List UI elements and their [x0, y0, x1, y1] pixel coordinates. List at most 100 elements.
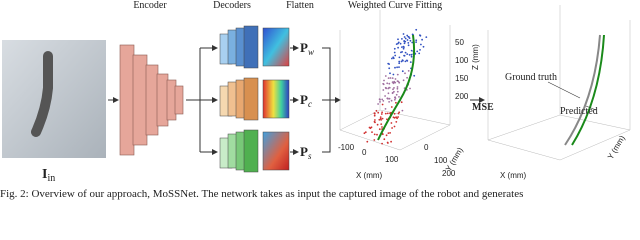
- point: [389, 112, 391, 115]
- point: [397, 38, 399, 41]
- point: [415, 28, 418, 31]
- point: [371, 131, 373, 134]
- predicted-curve: [571, 34, 605, 146]
- point: [406, 39, 409, 41]
- point: [415, 39, 418, 42]
- point: [395, 101, 397, 104]
- point: [389, 72, 391, 75]
- point: [380, 123, 383, 125]
- point: [387, 87, 390, 90]
- point: [394, 98, 396, 101]
- x-axis-label: X (mm): [500, 171, 527, 180]
- point: [413, 74, 416, 77]
- point: [389, 77, 392, 79]
- point: [397, 116, 399, 118]
- point: [386, 118, 388, 121]
- point: [376, 133, 378, 136]
- point: [407, 42, 410, 44]
- point: [382, 100, 385, 102]
- point: [391, 77, 394, 79]
- y-tick-label: 0: [424, 143, 429, 152]
- point: [406, 76, 408, 79]
- point: [377, 111, 380, 114]
- point: [392, 88, 394, 91]
- point: [381, 103, 384, 106]
- point: [394, 96, 396, 99]
- input-image: [2, 40, 106, 158]
- point: [392, 73, 395, 76]
- point: [386, 97, 389, 100]
- point: [390, 122, 393, 124]
- point: [373, 114, 376, 117]
- point: [398, 96, 400, 98]
- point: [374, 119, 376, 121]
- point: [406, 53, 409, 55]
- point: [381, 142, 383, 145]
- loss-label: MSE: [472, 102, 494, 113]
- point: [400, 60, 403, 63]
- point: [385, 134, 388, 137]
- output-subscript: c: [308, 99, 312, 109]
- point: [394, 54, 397, 57]
- point: [403, 54, 406, 57]
- point: [393, 117, 396, 119]
- point: [401, 46, 403, 48]
- point: [396, 86, 399, 88]
- point: [399, 42, 402, 45]
- output-subscript: w: [308, 47, 314, 57]
- point: [418, 52, 421, 55]
- output-label: Pw: [300, 40, 314, 57]
- point: [393, 90, 395, 93]
- point: [396, 73, 399, 76]
- point: [384, 108, 387, 110]
- point: [388, 86, 391, 89]
- point: [400, 51, 402, 54]
- point: [410, 53, 413, 56]
- point: [379, 101, 381, 103]
- point: [404, 37, 407, 40]
- point: [404, 72, 406, 75]
- point: [384, 75, 387, 77]
- point: [398, 60, 401, 63]
- point: [394, 66, 396, 69]
- z-tick-label: 200: [455, 92, 469, 101]
- point: [391, 127, 393, 129]
- point: [396, 87, 399, 90]
- caption: Fig. 2: Overview of our approach, MoSSNe…: [0, 188, 523, 200]
- point: [363, 132, 366, 135]
- point: [376, 123, 379, 126]
- point: [386, 141, 389, 144]
- point: [387, 92, 390, 95]
- point: [381, 117, 384, 120]
- point: [388, 67, 391, 70]
- point: [366, 140, 369, 143]
- point: [375, 109, 378, 112]
- point: [393, 125, 396, 128]
- point: [404, 40, 407, 43]
- x-tick-label: -100: [338, 143, 355, 152]
- point: [398, 62, 401, 65]
- encoder-label: Encoder: [133, 0, 167, 11]
- point: [373, 112, 376, 115]
- point: [419, 49, 421, 51]
- point: [416, 50, 419, 53]
- point: [380, 113, 383, 115]
- point: [407, 35, 410, 38]
- point: [406, 59, 408, 62]
- y-tick-label: 100: [434, 156, 448, 165]
- x-tick-label: 0: [362, 148, 367, 157]
- fitting-label: Weighted Curve Fitting: [348, 0, 442, 11]
- point: [397, 46, 399, 49]
- point: [400, 101, 403, 104]
- point: [411, 41, 414, 44]
- point: [398, 66, 400, 68]
- point: [398, 56, 401, 59]
- point: [382, 89, 385, 91]
- point: [379, 116, 382, 118]
- page: Iin Encoder Decoders Flatten Pw Pc Ps Weig…: [0, 0, 631, 200]
- point: [409, 61, 412, 63]
- point: [384, 95, 386, 97]
- point: [364, 131, 367, 134]
- z-tick-label: 150: [455, 74, 469, 83]
- predicted-label: Predicted: [560, 106, 598, 117]
